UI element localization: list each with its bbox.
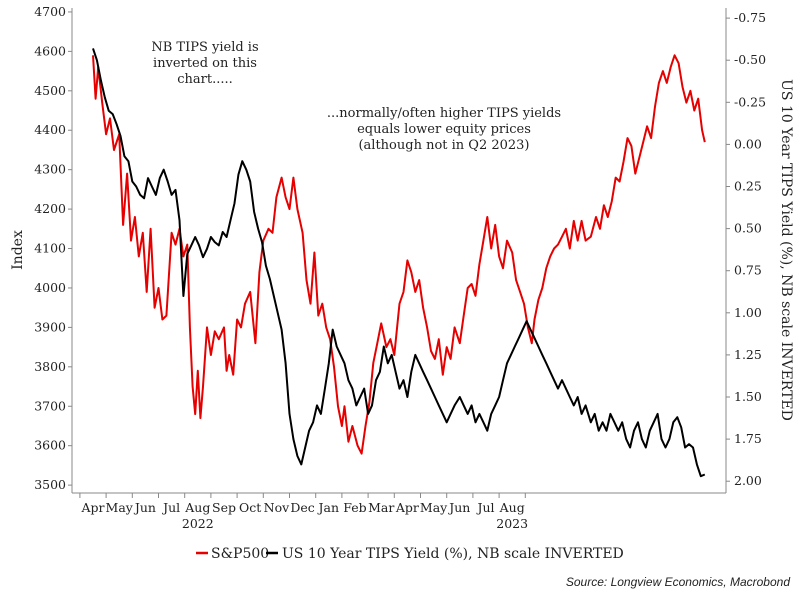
right-tick-label: 0.50 xyxy=(734,221,762,236)
x-tick-label: Aug xyxy=(184,500,210,515)
left-tick-label: 3600 xyxy=(34,438,66,453)
tips-yield-line xyxy=(92,48,706,478)
legend: S&P500 US 10 Year TIPS Yield (%), NB sca… xyxy=(196,546,624,562)
left-tick-label: 4000 xyxy=(34,280,66,295)
right-tick-label: -0.25 xyxy=(734,94,766,109)
x-tick-label: Sep xyxy=(212,500,236,515)
left-y-axis: 4700 4600 4500 4400 4300 4200 4100 4000 3900 3800… xyxy=(34,4,72,492)
left-tick-label: 3500 xyxy=(34,477,66,492)
left-tick-label: 4200 xyxy=(34,201,66,216)
right-tick-label: 1.75 xyxy=(734,431,762,446)
left-tick-label: 4600 xyxy=(34,43,66,58)
right-tick-label: 1.50 xyxy=(734,389,762,404)
x-tick-label: Jan xyxy=(317,500,340,515)
x-tick-label: Apr xyxy=(395,500,419,515)
x-tick-label: Feb xyxy=(343,500,366,515)
right-tick-label: 0.25 xyxy=(734,179,762,194)
left-tick-label: 4700 xyxy=(34,4,66,19)
annotation-inverted-note: NB TIPS yield is inverted on this chart.… xyxy=(151,40,258,87)
year-label: 2022 xyxy=(182,516,214,531)
annotation-line: ...normally/often higher TIPS yields xyxy=(327,106,561,121)
axes xyxy=(71,8,727,494)
right-tick-label: 0.00 xyxy=(734,136,762,151)
annotation-line: (although not in Q2 2023) xyxy=(358,138,529,153)
left-tick-label: 4300 xyxy=(34,162,66,177)
x-tick-label: Jul xyxy=(475,500,494,515)
legend-label-sp500: S&P500 xyxy=(211,546,269,562)
year-label: 2023 xyxy=(496,516,528,531)
annotation-line: chart..... xyxy=(177,72,233,87)
annotation-yields-note: ...normally/often higher TIPS yields equ… xyxy=(327,106,561,153)
annotation-line: NB TIPS yield is xyxy=(151,40,258,55)
x-tick-label: May xyxy=(420,500,448,515)
left-tick-label: 3800 xyxy=(34,359,66,374)
sp500-line xyxy=(92,54,706,455)
right-tick-label: 0.75 xyxy=(734,263,762,278)
series-group xyxy=(92,48,706,478)
left-tick-label: 4400 xyxy=(34,122,66,137)
x-axis: Apr May Jun Jul Aug Sep Oct Nov Dec Jan Feb Mar Apr M… xyxy=(79,493,528,531)
x-tick-label: Jul xyxy=(161,500,180,515)
right-tick-label: 1.25 xyxy=(734,347,762,362)
right-tick-label: -0.50 xyxy=(734,52,766,67)
x-tick-label: Jun xyxy=(447,500,470,515)
x-tick-label: Aug xyxy=(499,500,525,515)
x-tick-label: Apr xyxy=(80,500,104,515)
right-axis-title: US 10 Year TIPS Yield (%), NB scale INVE… xyxy=(778,79,794,421)
right-tick-label: 2.00 xyxy=(734,473,762,488)
right-y-axis: -0.75 -0.50 -0.25 0.00 0.25 0.50 0.75 1.00 1.25 1… xyxy=(726,10,766,488)
left-tick-label: 3900 xyxy=(34,319,66,334)
annotation-line: equals lower equity prices xyxy=(357,122,531,137)
x-tick-label: Mar xyxy=(368,500,394,515)
left-axis-title: Index xyxy=(10,230,26,270)
x-tick-label: Oct xyxy=(239,500,261,515)
left-tick-label: 3700 xyxy=(34,398,66,413)
legend-label-tips: US 10 Year TIPS Yield (%), NB scale INVE… xyxy=(282,546,624,562)
left-tick-label: 4500 xyxy=(34,83,66,98)
x-tick-label: Nov xyxy=(264,500,290,515)
x-tick-label: Dec xyxy=(290,500,314,515)
x-tick-label: Jun xyxy=(133,500,156,515)
right-tick-label: -0.75 xyxy=(734,10,766,25)
source-note: Source: Longview Economics, Macrobond xyxy=(566,575,790,589)
left-tick-label: 4100 xyxy=(34,241,66,256)
right-tick-label: 1.00 xyxy=(734,305,762,320)
x-tick-label: May xyxy=(106,500,134,515)
annotation-line: inverted on this xyxy=(153,56,257,71)
